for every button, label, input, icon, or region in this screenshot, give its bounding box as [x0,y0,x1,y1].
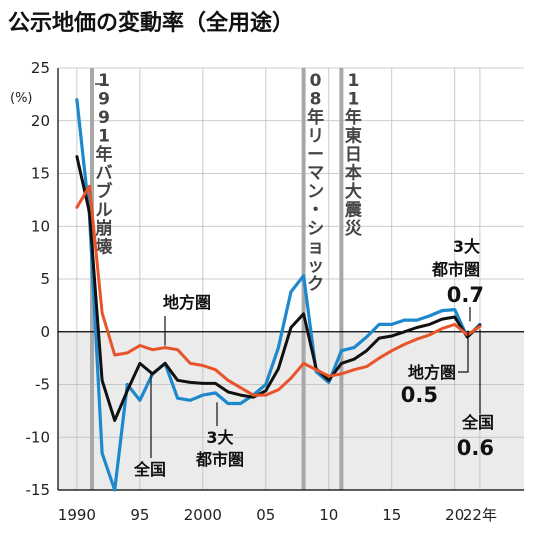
event-label-char: 8 [310,90,322,110]
y-tick-label: 10 [31,217,50,235]
label-regional-right: 地方圏 [408,363,456,382]
event-label-char: 年 [96,144,113,165]
event-label-char: 年 [345,107,362,128]
leader-regional-right [458,330,469,373]
series-lines [75,98,482,492]
chart-title: 公示地価の変動率（全用途） [8,10,294,36]
value-regional: 0.5 [401,383,438,407]
event-label-char: 崩 [96,218,113,239]
label-metro-right-2: 都市圏 [431,260,480,279]
x-tick-label: 2000 [184,506,222,524]
event-label-char: 9 [98,108,110,128]
event-label-char: 年 [307,107,324,128]
label-national-bottom: 全国 [133,460,166,479]
value-national: 0.6 [457,436,494,460]
event-label-char: ブ [96,181,113,202]
event-label-char: 1 [347,90,359,110]
event-label-char: ッ [307,256,324,276]
series-line-1 [75,155,482,422]
event-label-char: シ [307,219,324,239]
event-label-char: マ [307,164,324,184]
y-axis-unit: (%) [10,91,33,106]
event-label-char: 東 [345,126,362,147]
event-label-char: 9 [98,90,110,110]
event-label-char: ン [307,182,324,202]
event-label-char: 0 [310,71,322,91]
event-label-char: 本 [345,163,362,184]
label-regional-mid: 地方圏 [163,293,211,312]
label-national-right: 全国 [461,413,494,432]
label-metro-bottom: 3大 [206,428,233,447]
y-tick-label: 15 [31,165,50,183]
event-label-char: リ [307,127,324,147]
event-label-char: バ [96,164,113,184]
event-label-char: ョ [307,238,324,258]
series-line-0 [75,98,482,492]
event-label-char: ク [307,275,324,295]
event-label-char: 日 [345,145,362,165]
x-tick-label: 1990 [58,506,96,524]
event-label-char: ル [96,201,113,221]
x-tick-label: 20 [445,506,464,524]
y-tick-label: -15 [26,481,51,499]
series-line-2 [75,184,482,397]
y-tick-label: 25 [31,59,50,77]
negative-zone-background [58,331,524,490]
y-tick-label: 0 [40,323,50,341]
y-tick-label: -5 [35,376,50,394]
y-tick-label: 20 [31,112,50,130]
x-tick-label: 95 [130,506,149,524]
y-tick-label: -10 [26,428,51,446]
event-label-char: 1 [98,127,110,147]
event-label-char: 災 [345,219,363,239]
x-tick-label: 10 [319,506,338,524]
y-axis-ticks: 25 20 15 10 5 0 -5 -10 -15 [26,59,51,499]
event-label-char: 1 [98,71,110,91]
x-tick-label: 22年 [463,506,497,524]
event-label-char: 震 [344,201,363,221]
event-label-char: 壊 [96,238,114,258]
event-label-char: 1 [347,71,359,91]
value-metro: 0.7 [447,283,484,307]
event-label-char: 大 [345,181,362,202]
x-tick-label: 15 [382,506,401,524]
event-label-char: ・ [307,201,324,221]
label-metro-bottom: 都市圏 [195,450,244,469]
x-tick-label: 05 [256,506,275,524]
grid-lines [58,67,524,491]
label-metro-right: 3大 [453,237,480,256]
y-tick-label: 5 [40,270,50,288]
event-label-char: ー [307,145,324,165]
